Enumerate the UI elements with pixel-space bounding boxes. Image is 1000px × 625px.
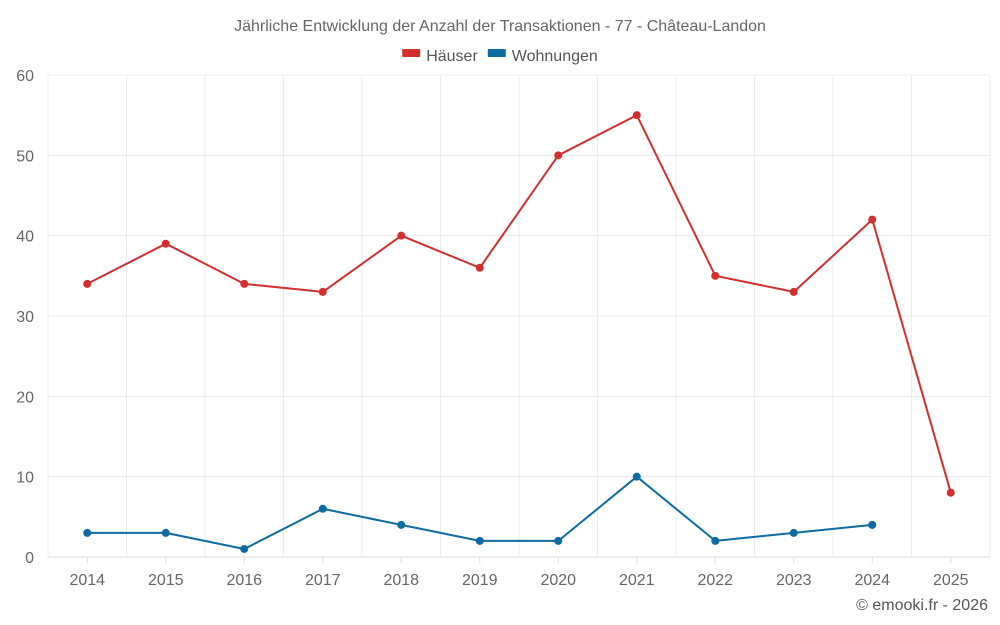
y-tick-label: 0 <box>25 550 34 567</box>
grid <box>47 74 991 557</box>
x-tick-label: 2016 <box>226 572 262 589</box>
x-tick-label: 2020 <box>540 572 576 589</box>
x-tick-label: 2022 <box>697 572 733 589</box>
legend-item-0[interactable]: Häuser <box>402 48 478 65</box>
data-point[interactable] <box>789 287 798 296</box>
data-point[interactable] <box>240 544 249 553</box>
y-tick-label: 30 <box>16 309 34 326</box>
chart-title: Jährliche Entwicklung der Anzahl der Tra… <box>234 18 766 35</box>
data-point[interactable] <box>554 151 563 160</box>
y-axis: 0 10 20 30 40 50 60 <box>16 68 34 567</box>
data-point[interactable] <box>632 472 641 481</box>
x-tick-label: 2024 <box>854 572 890 589</box>
data-point[interactable] <box>868 215 877 224</box>
data-point[interactable] <box>711 271 720 280</box>
data-point[interactable] <box>161 528 170 537</box>
x-tick-label: 2019 <box>462 572 498 589</box>
legend-item-1[interactable]: Wohnungen <box>487 48 598 65</box>
x-tick-label: 2015 <box>148 572 184 589</box>
data-point[interactable] <box>789 528 798 537</box>
legend-swatch <box>487 49 506 57</box>
x-tick-label: 2018 <box>383 572 419 589</box>
y-tick-label: 50 <box>16 148 34 165</box>
x-tick-label: 2021 <box>619 572 655 589</box>
data-point[interactable] <box>318 504 327 513</box>
data-point[interactable] <box>868 520 877 529</box>
x-tick-label: 2017 <box>305 572 341 589</box>
legend-label: Wohnungen <box>512 48 598 65</box>
data-point[interactable] <box>240 279 249 288</box>
data-point[interactable] <box>318 287 327 296</box>
data-point[interactable] <box>397 520 406 529</box>
y-tick-label: 40 <box>16 229 34 246</box>
data-point[interactable] <box>475 263 484 272</box>
data-point[interactable] <box>632 111 641 120</box>
y-tick-label: 20 <box>16 389 34 406</box>
series-group <box>83 111 955 553</box>
x-tick-label: 2025 <box>933 572 969 589</box>
data-point[interactable] <box>83 279 92 288</box>
legend-label: Häuser <box>426 48 478 65</box>
x-tick-label: 2014 <box>69 572 105 589</box>
data-point[interactable] <box>161 239 170 248</box>
data-point[interactable] <box>554 536 563 545</box>
y-tick-label: 60 <box>16 68 34 85</box>
y-tick-label: 10 <box>16 470 34 487</box>
data-point[interactable] <box>946 488 955 497</box>
data-point[interactable] <box>711 536 720 545</box>
series-line-0 <box>86 114 952 493</box>
data-point[interactable] <box>397 231 406 240</box>
data-point[interactable] <box>83 528 92 537</box>
data-point[interactable] <box>475 536 484 545</box>
x-tick-label: 2023 <box>776 572 812 589</box>
legend: Häuser Wohnungen <box>402 48 598 65</box>
legend-swatch <box>402 49 421 57</box>
x-axis: 2014 2015 2016 2017 2018 2019 2020 2021 2022 2023… <box>48 556 990 589</box>
credit-text: © emooki.fr - 2026 <box>856 597 988 614</box>
